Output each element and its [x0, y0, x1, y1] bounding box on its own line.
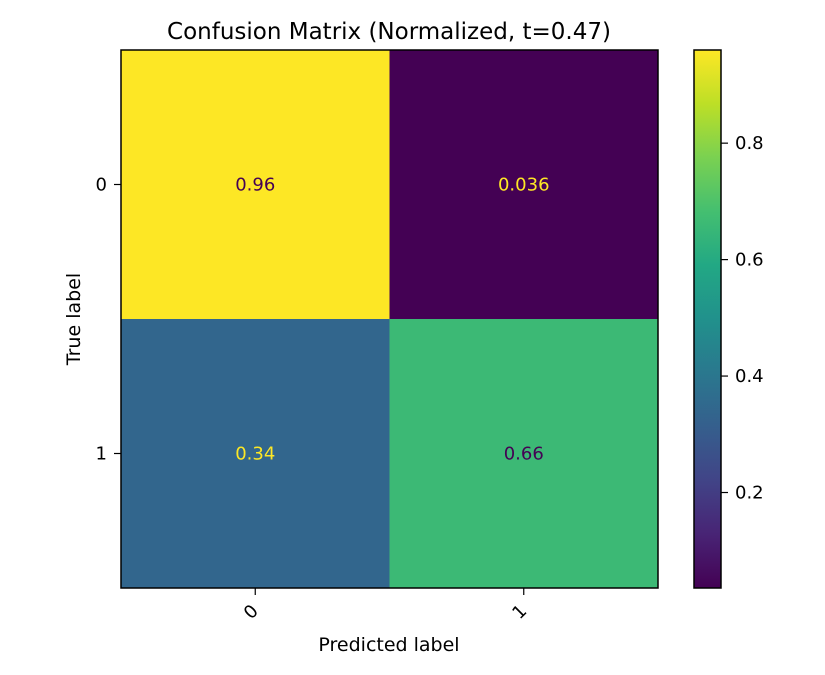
- heatmap-value-labels: 0.96 0.036 0.34 0.66: [235, 175, 549, 465]
- colorbar-tick-label-3: 0.8: [735, 133, 764, 154]
- plot-frame: [120, 49, 659, 589]
- cell-value-label-0-1: 0.036: [498, 175, 550, 196]
- heatmap-cells: [121, 50, 658, 588]
- y-tick-label-1: 1: [96, 444, 107, 465]
- colorbar-ticks: 0.2 0.4 0.6 0.8: [721, 133, 764, 504]
- heatmap-cell-1-1: [389, 319, 658, 588]
- y-axis-label: True label: [63, 273, 85, 366]
- y-axis-ticks: 01: [96, 175, 121, 465]
- x-axis-label: Predicted label: [318, 634, 459, 656]
- heatmap-cell-0-1: [389, 50, 658, 319]
- colorbar: [693, 49, 722, 589]
- cell-value-label-1-1: 0.66: [504, 444, 544, 465]
- heatmap-cell-1-0: [121, 319, 390, 588]
- x-tick-label-0: 0: [240, 601, 263, 624]
- x-tick-label-1: 1: [508, 601, 531, 624]
- colorbar-tick-label-1: 0.4: [735, 366, 764, 387]
- chart-title: Confusion Matrix (Normalized, t=0.47): [167, 19, 611, 45]
- y-tick-label-0: 0: [96, 175, 107, 196]
- colorbar-tick-label-0: 0.2: [735, 483, 764, 504]
- cell-value-label-0-0: 0.96: [235, 175, 275, 196]
- cell-value-label-1-0: 0.34: [235, 444, 275, 465]
- colorbar-tick-label-2: 0.6: [735, 250, 764, 271]
- heatmap-cell-0-0: [121, 50, 390, 319]
